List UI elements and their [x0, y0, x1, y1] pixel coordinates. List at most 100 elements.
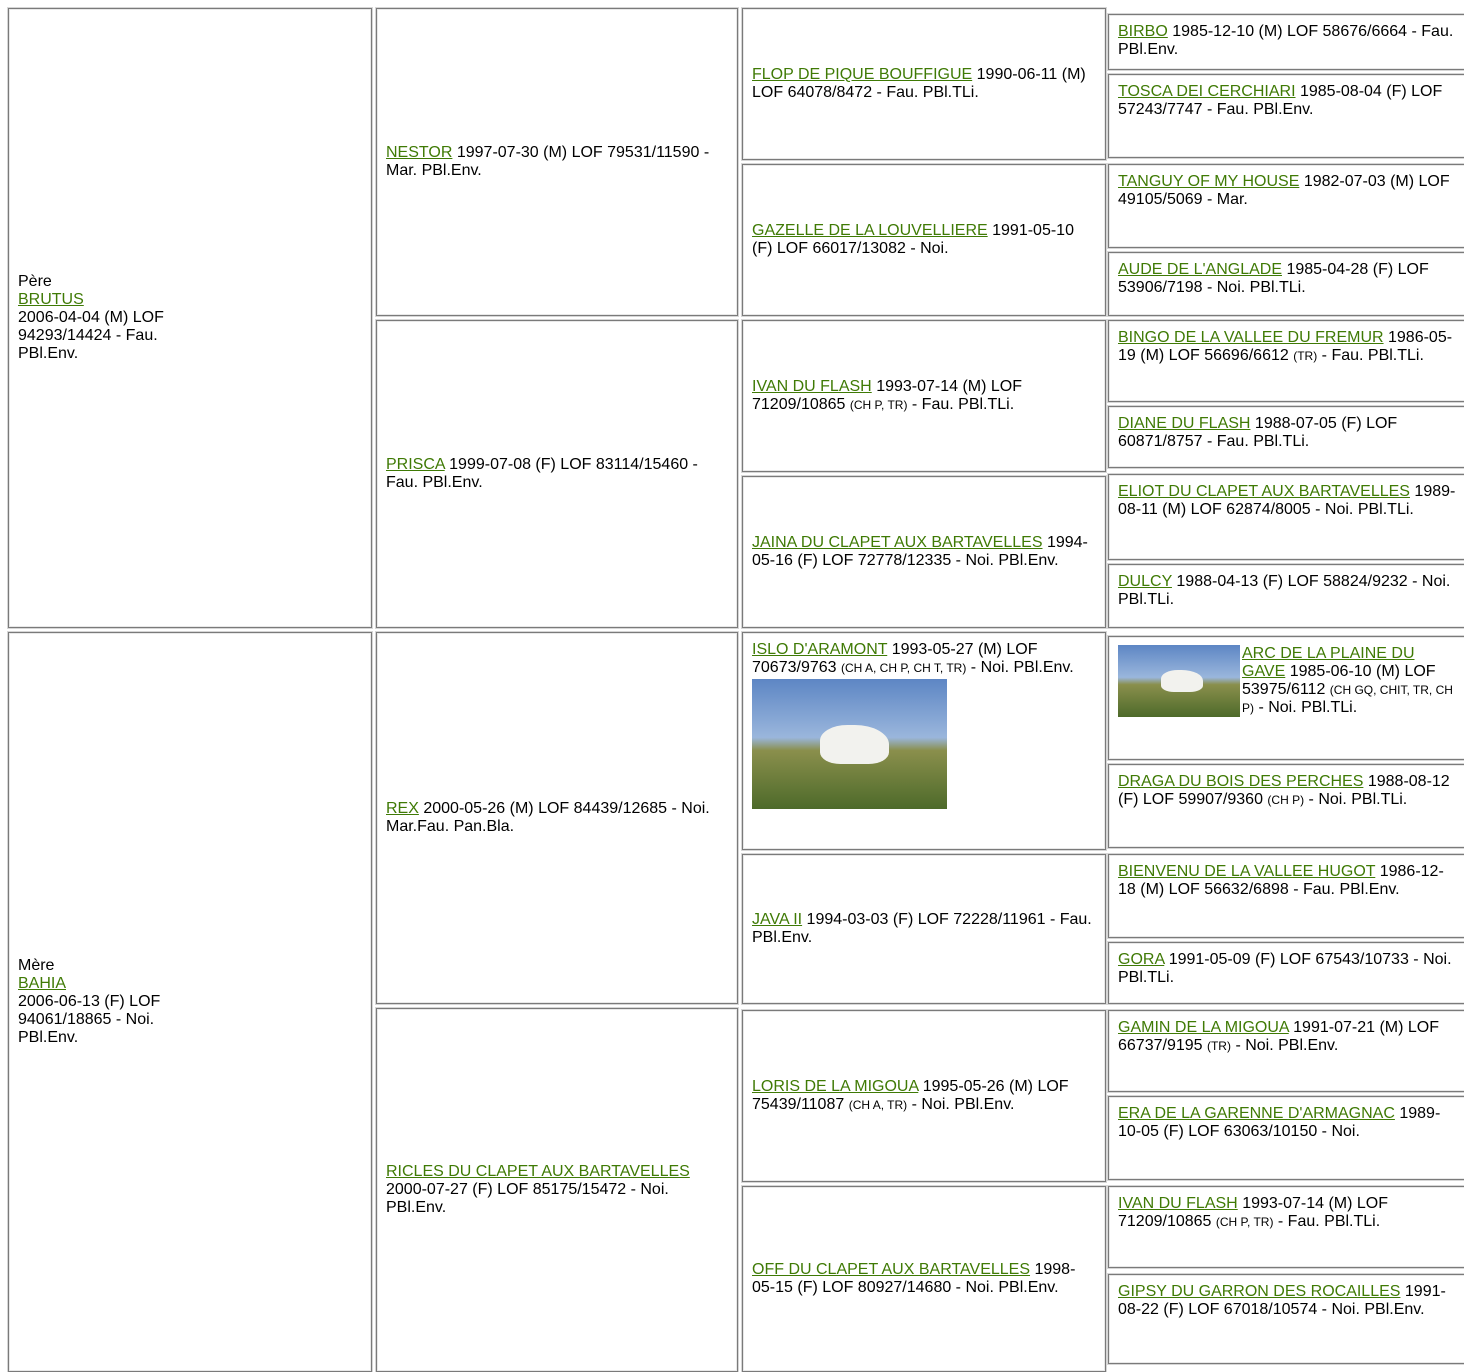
- pedigree-cell: PRISCA 1999-07-08 (F) LOF 83114/15460 - …: [376, 320, 738, 628]
- pedigree-cell: BIENVENU DE LA VALLEE HUGOT 1986-12-18 (…: [1108, 854, 1464, 938]
- pedigree-cell: DULCY 1988-04-13 (F) LOF 58824/9232 - No…: [1108, 564, 1464, 628]
- dog-name-link[interactable]: OFF DU CLAPET AUX BARTAVELLES: [752, 1261, 1031, 1278]
- dog-details-rest: - Noi. PBl.TLi.: [1308, 791, 1408, 808]
- dog-details: 1993-07-14 (M) LOF 71209/10865: [1118, 1195, 1389, 1230]
- dog-details: 1985-04-28 (F) LOF 53906/7198 - Noi. PBl…: [1118, 261, 1429, 296]
- cell-content: JAINA DU CLAPET AUX BARTAVELLES 1994-05-…: [752, 534, 1096, 570]
- dog-titles: (CH GQ, CHIT, TR, CH P): [1242, 683, 1453, 715]
- cell-content: GAMIN DE LA MIGOUA 1991-07-21 (M) LOF 66…: [1118, 1019, 1458, 1055]
- dog-details: 1990-06-11 (M) LOF 64078/8472 - Fau. PBl…: [752, 66, 1086, 101]
- pedigree-cell: LORIS DE LA MIGOUA 1995-05-26 (M) LOF 75…: [742, 1010, 1106, 1182]
- parent-role: Père: [18, 273, 52, 290]
- dog-name-link[interactable]: ISLO D'ARAMONT: [752, 641, 888, 658]
- dog-details: 1989-10-05 (F) LOF 63063/10150 - Noi.: [1118, 1105, 1441, 1140]
- dog-name-link[interactable]: ARC DE LA PLAINE DU GAVE: [1242, 645, 1415, 680]
- dog-details: 1994-05-16 (F) LOF 72778/12335 - Noi. PB…: [752, 534, 1088, 569]
- cell-content: ELIOT DU CLAPET AUX BARTAVELLES 1989-08-…: [1118, 483, 1458, 519]
- pedigree-cell: DIANE DU FLASH 1988-07-05 (F) LOF 60871/…: [1108, 406, 1464, 468]
- dog-name-link[interactable]: LORIS DE LA MIGOUA: [752, 1078, 919, 1095]
- cell-content: IVAN DU FLASH 1993-07-14 (M) LOF 71209/1…: [1118, 1195, 1458, 1231]
- dog-name-link[interactable]: ELIOT DU CLAPET AUX BARTAVELLES: [1118, 483, 1410, 500]
- pedigree-cell: RICLES DU CLAPET AUX BARTAVELLES 2000-07…: [376, 1008, 738, 1372]
- dog-name-link[interactable]: NESTOR: [386, 144, 453, 161]
- dog-name-link[interactable]: BRUTUS: [18, 291, 84, 308]
- dog-name-link[interactable]: PRISCA: [386, 456, 445, 473]
- cell-content: TOSCA DEI CERCHIARI 1985-08-04 (F) LOF 5…: [1118, 83, 1458, 119]
- dog-name-link[interactable]: AUDE DE L'ANGLADE: [1118, 261, 1282, 278]
- dog-details-rest: - Noi. PBl.Env.: [970, 659, 1074, 676]
- cell-content: DRAGA DU BOIS DES PERCHES 1988-08-12 (F)…: [1118, 773, 1458, 809]
- dog-details: 1991-08-22 (F) LOF 67018/10574 - Noi. PB…: [1118, 1283, 1446, 1318]
- cell-content: BINGO DE LA VALLEE DU FREMUR 1986-05-19 …: [1118, 329, 1458, 365]
- pedigree-cell: GAMIN DE LA MIGOUA 1991-07-21 (M) LOF 66…: [1108, 1010, 1464, 1092]
- dog-name-link[interactable]: REX: [386, 800, 419, 817]
- parent-role: Mère: [18, 957, 55, 974]
- dog-name-link[interactable]: BINGO DE LA VALLEE DU FREMUR: [1118, 329, 1384, 346]
- dog-name-link[interactable]: GORA: [1118, 951, 1165, 968]
- pedigree-cell: JAINA DU CLAPET AUX BARTAVELLES 1994-05-…: [742, 476, 1106, 628]
- cell-content: OFF DU CLAPET AUX BARTAVELLES 1998-05-15…: [752, 1261, 1096, 1297]
- dog-details: 1991-05-09 (F) LOF 67543/10733 - Noi. PB…: [1118, 951, 1452, 986]
- dog-details: 1986-05-19 (M) LOF 56696/6612: [1118, 329, 1453, 364]
- dog-details: 1994-03-03 (F) LOF 72228/11961 - Fau. PB…: [752, 911, 1092, 946]
- dog-name-link[interactable]: TOSCA DEI CERCHIARI: [1118, 83, 1296, 100]
- dog-details-rest: - Noi. PBl.Env.: [911, 1096, 1015, 1113]
- dog-name-link[interactable]: DRAGA DU BOIS DES PERCHES: [1118, 773, 1364, 790]
- dog-name-link[interactable]: RICLES DU CLAPET AUX BARTAVELLES: [386, 1163, 690, 1180]
- dog-details: 2006-04-04 (M) LOF 94293/14424 - Fau. PB…: [18, 309, 164, 362]
- pedigree-cell: GAZELLE DE LA LOUVELLIERE 1991-05-10 (F)…: [742, 164, 1106, 316]
- dog-name-link[interactable]: DULCY: [1118, 573, 1172, 590]
- dog-name-link[interactable]: GAZELLE DE LA LOUVELLIERE: [752, 222, 988, 239]
- dog-name-link[interactable]: JAVA II: [752, 911, 803, 928]
- cell-content: TANGUY OF MY HOUSE 1982-07-03 (M) LOF 49…: [1118, 173, 1458, 209]
- dog-details: 1993-07-14 (M) LOF 71209/10865: [752, 378, 1023, 413]
- dog-details: 1985-08-04 (F) LOF 57243/7747 - Fau. PBl…: [1118, 83, 1443, 118]
- dog-details: 1997-07-30 (M) LOF 79531/11590 - Mar. PB…: [386, 144, 710, 179]
- cell-content: ERA DE LA GARENNE D'ARMAGNAC 1989-10-05 …: [1118, 1105, 1458, 1141]
- pedigree-cell: NESTOR 1997-07-30 (M) LOF 79531/11590 - …: [376, 8, 738, 316]
- dog-titles: (CH A, CH P, CH T, TR): [840, 661, 967, 675]
- pedigree-cell: JAVA II 1994-03-03 (F) LOF 72228/11961 -…: [742, 854, 1106, 1004]
- cell-content: Père BRUTUS 2006-04-04 (M) LOF 94293/14424…: [18, 273, 362, 363]
- dog-name-link[interactable]: BIENVENU DE LA VALLEE HUGOT: [1118, 863, 1376, 880]
- cell-content: BIRBO 1985-12-10 (M) LOF 58676/6664 - Fa…: [1118, 23, 1458, 59]
- cell-content: ISLO D'ARAMONT 1993-05-27 (M) LOF 70673/…: [752, 641, 1096, 809]
- dog-photo: [752, 679, 947, 809]
- pedigree-cell: REX 2000-05-26 (M) LOF 84439/12685 - Noi…: [376, 632, 738, 1004]
- dog-name-link[interactable]: JAINA DU CLAPET AUX BARTAVELLES: [752, 534, 1043, 551]
- dog-name-link[interactable]: BAHIA: [18, 975, 67, 992]
- pedigree-cell: OFF DU CLAPET AUX BARTAVELLES 1998-05-15…: [742, 1186, 1106, 1372]
- dog-details-rest: - Noi. PBl.Env.: [1235, 1037, 1339, 1054]
- dog-name-link[interactable]: DIANE DU FLASH: [1118, 415, 1251, 432]
- cell-content: GAZELLE DE LA LOUVELLIERE 1991-05-10 (F)…: [752, 222, 1096, 258]
- pedigree-cell: DRAGA DU BOIS DES PERCHES 1988-08-12 (F)…: [1108, 764, 1464, 848]
- cell-content: RICLES DU CLAPET AUX BARTAVELLES 2000-07…: [386, 1163, 728, 1217]
- cell-content: NESTOR 1997-07-30 (M) LOF 79531/11590 - …: [386, 144, 728, 180]
- pedigree-cell: IVAN DU FLASH 1993-07-14 (M) LOF 71209/1…: [742, 320, 1106, 472]
- dog-details: 1988-07-05 (F) LOF 60871/8757 - Fau. PBl…: [1118, 415, 1398, 450]
- dog-titles: (TR): [1206, 1039, 1231, 1053]
- dog-name-link[interactable]: IVAN DU FLASH: [1118, 1195, 1238, 1212]
- dog-titles: (CH A, TR): [848, 1098, 908, 1112]
- cell-content: JAVA II 1994-03-03 (F) LOF 72228/11961 -…: [752, 911, 1096, 947]
- dog-name-link[interactable]: ERA DE LA GARENNE D'ARMAGNAC: [1118, 1105, 1395, 1122]
- dog-details: 1989-08-11 (M) LOF 62874/8005 - Noi. PBl…: [1118, 483, 1456, 518]
- dog-details: 2006-06-13 (F) LOF 94061/18865 - Noi. PB…: [18, 993, 161, 1046]
- dog-name-link[interactable]: IVAN DU FLASH: [752, 378, 872, 395]
- cell-content: FLOP DE PIQUE BOUFFIGUE 1990-06-11 (M) L…: [752, 66, 1096, 102]
- dog-name-link[interactable]: GIPSY DU GARRON DES ROCAILLES: [1118, 1283, 1401, 1300]
- dog-details: 1993-05-27 (M) LOF 70673/9763: [752, 641, 1038, 676]
- dog-name-link[interactable]: FLOP DE PIQUE BOUFFIGUE: [752, 66, 973, 83]
- dog-details: 1998-05-15 (F) LOF 80927/14680 - Noi. PB…: [752, 1261, 1076, 1296]
- dog-name-link[interactable]: TANGUY OF MY HOUSE: [1118, 173, 1300, 190]
- dog-name-link[interactable]: BIRBO: [1118, 23, 1168, 40]
- dog-details: 1991-05-10 (F) LOF 66017/13082 - Noi.: [752, 222, 1074, 257]
- dog-details: 1991-07-21 (M) LOF 66737/9195: [1118, 1019, 1439, 1054]
- dog-photo: [1118, 645, 1240, 717]
- dog-details-rest: - Noi. PBl.TLi.: [1258, 699, 1358, 716]
- dog-name-link[interactable]: GAMIN DE LA MIGOUA: [1118, 1019, 1289, 1036]
- dog-shape: [1160, 670, 1204, 692]
- cell-content: LORIS DE LA MIGOUA 1995-05-26 (M) LOF 75…: [752, 1078, 1096, 1114]
- dog-titles: (CH P): [1267, 793, 1305, 807]
